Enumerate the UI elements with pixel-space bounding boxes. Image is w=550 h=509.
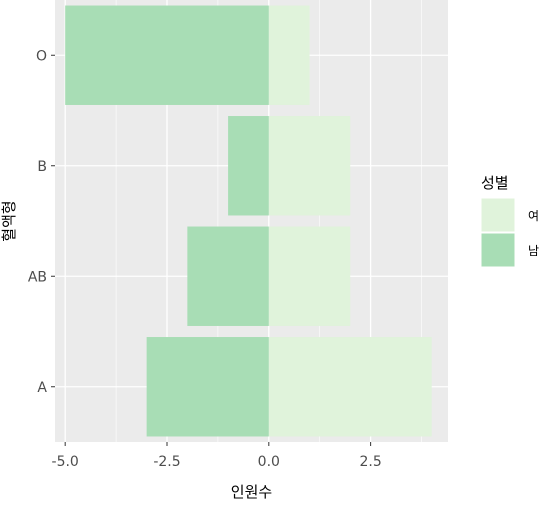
x-axis-title: 인원수 (231, 483, 272, 501)
y-axis-title: 혈액형 (0, 200, 18, 241)
legend-label: 여 (528, 209, 539, 223)
y-axis: A AB B O (28, 48, 55, 396)
legend-key (480, 197, 516, 233)
x-axis: -5.0 -2.5 0.0 2.5 (52, 442, 382, 470)
y-tick-label: O (36, 48, 47, 64)
y-tick-label: AB (28, 269, 47, 285)
bar (268, 226, 351, 326)
bar (268, 337, 432, 437)
bars (65, 5, 432, 437)
x-tick-label: 0.0 (258, 454, 280, 470)
bar (187, 226, 269, 326)
x-tick-label: -2.5 (153, 454, 180, 470)
legend-title: 성별 (481, 174, 509, 192)
legend: 성별 여남 (480, 174, 539, 268)
legend-label: 남 (528, 244, 539, 258)
bar (228, 116, 269, 216)
bar (65, 5, 269, 105)
x-tick-label: -5.0 (52, 454, 79, 470)
x-tick-label: 2.5 (359, 454, 381, 470)
bar (268, 116, 351, 216)
bar (268, 5, 310, 105)
y-tick-label: A (37, 380, 47, 396)
bar (146, 337, 269, 437)
legend-key (480, 232, 516, 268)
y-tick-label: B (37, 159, 47, 175)
